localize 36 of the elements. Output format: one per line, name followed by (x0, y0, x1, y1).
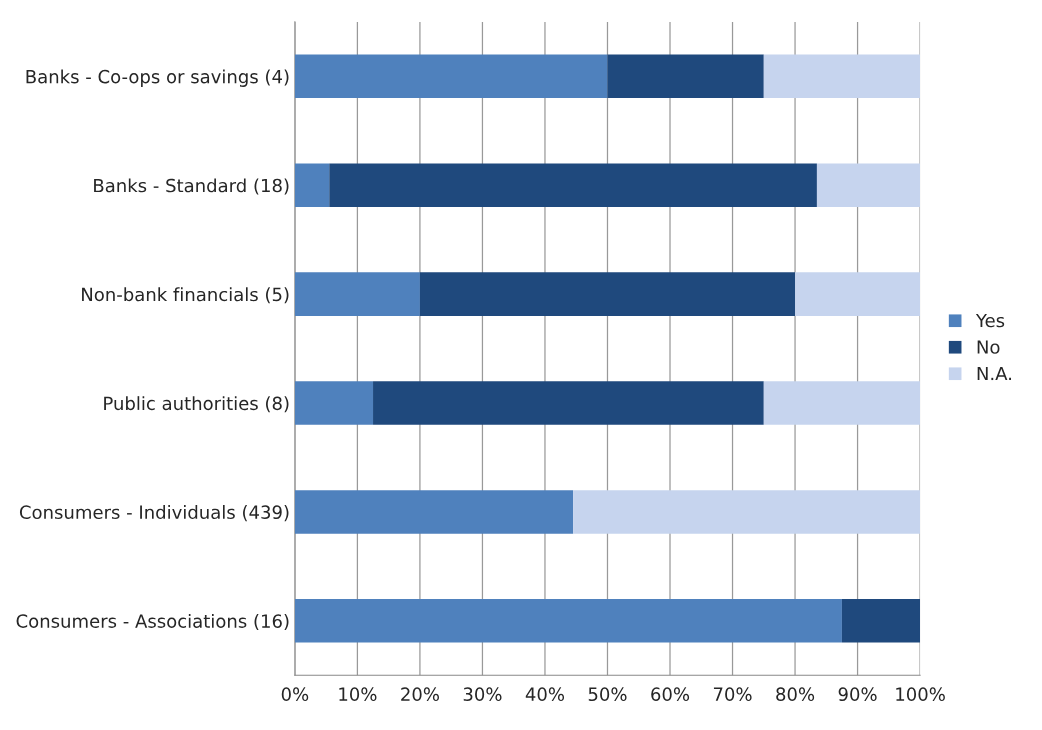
bar (294, 490, 574, 534)
bar (607, 54, 764, 99)
x-tick-label: 100% (896, 687, 945, 702)
x-tick-label: 60% (651, 687, 690, 702)
bar (329, 163, 817, 208)
bar (373, 381, 764, 425)
x-tick-label: 0% (281, 687, 309, 702)
y-tick-label: Consumers - Associations (16) (16, 613, 289, 631)
bar (573, 490, 921, 534)
y-tick-label: Public authorities (8) (104, 396, 289, 413)
bar (419, 272, 796, 316)
x-tick-label: 40% (525, 687, 565, 702)
legend-label: N.A. (977, 366, 1011, 381)
x-tick-label: 10% (339, 687, 377, 702)
x-tick-label: 50% (588, 687, 627, 702)
bar (294, 272, 420, 316)
x-tick-label: 80% (776, 687, 815, 702)
bar (841, 599, 921, 643)
y-tick-label: Banks - Standard (18) (94, 178, 289, 195)
x-tick-label: 20% (401, 687, 439, 702)
y-tick-label: Banks - Co-ops or savings (4) (26, 69, 289, 87)
bar (294, 54, 608, 99)
x-tick-label: 30% (463, 687, 502, 702)
bar (294, 599, 842, 643)
legend-label: Yes (975, 313, 1005, 328)
y-tick-label: Consumers - Individuals (439) (19, 505, 289, 522)
bar (294, 381, 374, 425)
x-tick-label: 90% (838, 687, 877, 702)
x-tick-label: 70% (713, 687, 752, 702)
bar (763, 54, 921, 99)
bar (294, 163, 330, 208)
y-tick-label: Non-bank financials (5) (82, 287, 289, 304)
bar (795, 272, 921, 316)
legend-label: No (977, 340, 1000, 354)
bar (763, 381, 921, 425)
bar (816, 163, 921, 208)
